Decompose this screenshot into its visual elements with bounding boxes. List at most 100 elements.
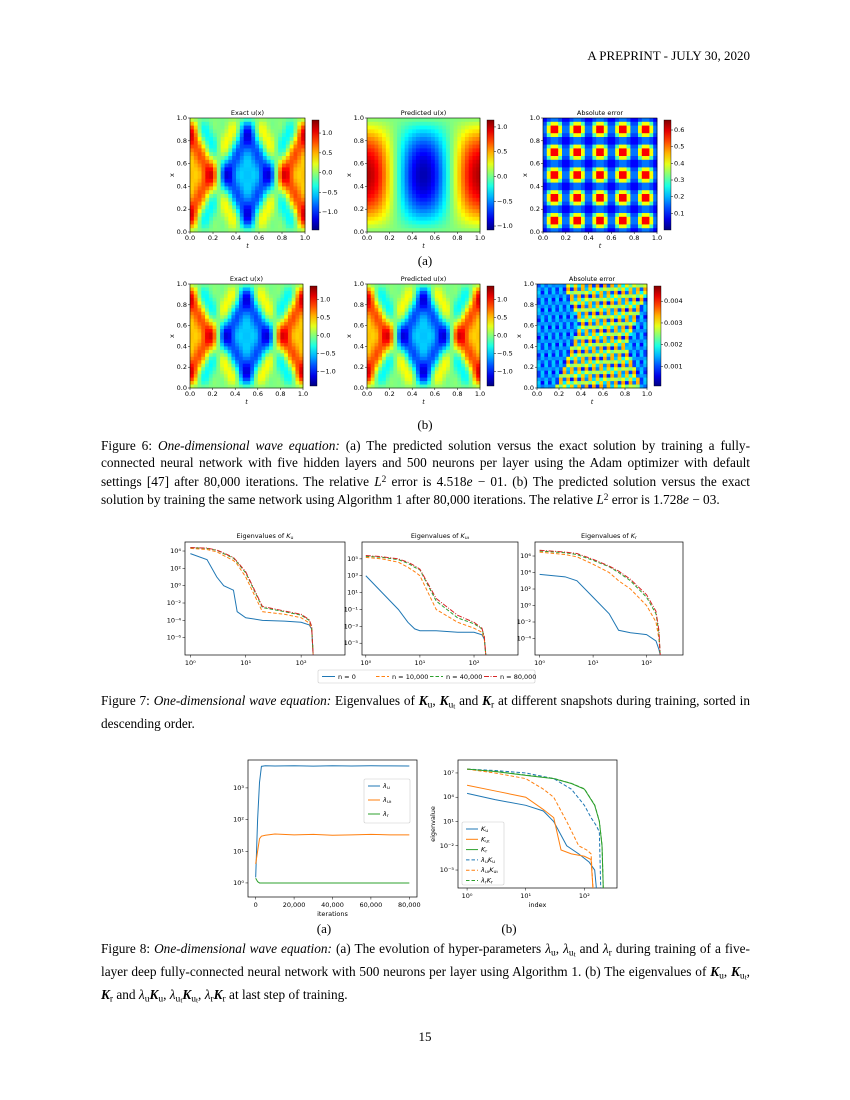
heatmap-cell xyxy=(299,332,304,337)
heatmap-cell xyxy=(269,301,274,306)
heatmap-cell xyxy=(393,163,398,168)
heatmap-cell xyxy=(427,336,432,340)
heatmap-cell xyxy=(457,182,462,187)
heatmap-cell xyxy=(453,284,458,288)
heatmap-cell xyxy=(205,125,210,130)
heatmap-cell xyxy=(558,129,563,134)
y-tick-label: 0.2 xyxy=(177,363,187,371)
heatmap-cell xyxy=(197,308,202,313)
heatmap-cell xyxy=(592,171,597,176)
heatmap-cell xyxy=(464,152,470,157)
heatmap-cell xyxy=(400,332,406,337)
heatmap-cell xyxy=(565,197,570,202)
heatmap-cell xyxy=(419,384,424,389)
heatmap-cell xyxy=(282,152,287,157)
heatmap-cell xyxy=(546,182,551,187)
heatmap-cell xyxy=(216,381,221,385)
heatmap-cell xyxy=(397,342,402,347)
heatmap-cell xyxy=(554,129,559,134)
heatmap-cell xyxy=(562,329,567,333)
heatmap-cell xyxy=(558,228,563,233)
heatmap-cell xyxy=(193,322,198,326)
heatmap-cell xyxy=(464,182,470,187)
heatmap-cell xyxy=(272,284,278,288)
heatmap-cell xyxy=(297,182,302,187)
heatmap-cell xyxy=(404,367,409,372)
heatmap-cell xyxy=(555,301,560,306)
y-tick-label: 0.0 xyxy=(530,228,540,236)
heatmap-cell xyxy=(197,197,202,202)
heatmap-cell xyxy=(367,137,372,142)
heatmap-cell xyxy=(276,308,281,313)
heatmap-cell xyxy=(274,140,279,145)
heatmap-cell xyxy=(274,167,279,172)
heatmap-cell xyxy=(423,287,428,292)
heatmap-cell xyxy=(201,304,206,309)
heatmap-cell xyxy=(641,129,646,134)
heatmap-cell xyxy=(446,318,451,323)
heatmap-cell xyxy=(476,315,481,320)
heatmap-cell xyxy=(397,353,402,358)
heatmap-cell xyxy=(438,152,443,157)
heatmap-cell xyxy=(431,125,436,130)
heatmap-cell xyxy=(419,213,424,218)
heatmap-cell xyxy=(419,339,424,344)
heatmap-cell xyxy=(254,353,259,358)
heatmap-cell xyxy=(374,367,379,372)
heatmap-cell xyxy=(446,148,451,153)
heatmap-cell xyxy=(287,308,293,313)
heatmap-cell xyxy=(423,336,428,340)
heatmap-cell xyxy=(235,297,240,302)
heatmap-cell xyxy=(630,216,635,221)
heatmap-cell xyxy=(247,171,252,176)
heatmap-cell xyxy=(280,384,285,389)
heatmap-cell xyxy=(400,356,406,361)
heatmap-cell xyxy=(630,125,635,130)
heatmap-cell xyxy=(220,370,225,375)
heatmap-cell xyxy=(442,339,447,344)
heatmap-cell xyxy=(592,118,597,123)
heatmap-cell xyxy=(449,346,455,351)
heatmap-cell xyxy=(193,329,198,333)
heatmap-cell xyxy=(645,133,650,138)
heatmap-cell xyxy=(596,213,601,218)
heatmap-cell xyxy=(193,205,199,210)
heatmap-cell xyxy=(243,171,248,176)
heatmap-cell xyxy=(299,284,304,288)
heatmap-cell xyxy=(592,213,597,218)
heatmap-cell xyxy=(265,297,270,302)
heatmap-cell xyxy=(438,194,443,199)
heatmap-cell xyxy=(600,213,605,218)
heatmap-cell xyxy=(442,137,447,142)
heatmap-cell xyxy=(378,228,383,233)
heatmap-cell xyxy=(641,213,646,218)
heatmap-cell xyxy=(220,137,225,142)
heatmap-cell xyxy=(562,175,567,180)
heatmap-cell xyxy=(457,318,462,323)
heatmap-cell xyxy=(431,186,436,191)
heatmap-cell xyxy=(212,353,217,358)
heatmap-cell xyxy=(559,360,564,365)
heatmap-cell xyxy=(397,152,402,157)
heatmap-cell xyxy=(246,322,251,326)
heatmap-cell xyxy=(423,140,428,145)
heatmap-cell xyxy=(634,171,639,176)
heatmap-cell xyxy=(464,322,470,326)
heatmap-cell xyxy=(270,152,275,157)
heatmap-cell xyxy=(622,224,627,229)
heatmap-cell xyxy=(641,209,646,214)
heatmap-cell xyxy=(213,209,218,214)
heatmap-cell xyxy=(645,148,650,153)
heatmap-cell xyxy=(262,197,268,202)
heatmap-cell xyxy=(588,144,593,149)
heatmap-cell xyxy=(247,133,252,138)
heatmap-cell xyxy=(453,384,458,389)
heatmap-cell xyxy=(242,377,247,382)
heatmap-cell xyxy=(238,284,244,288)
heatmap-cell xyxy=(374,148,379,153)
heatmap-cell xyxy=(266,163,271,168)
heatmap-cell xyxy=(468,353,473,358)
heatmap-cell xyxy=(266,186,271,191)
heatmap-cell xyxy=(400,377,406,382)
heatmap-cell xyxy=(209,152,214,157)
